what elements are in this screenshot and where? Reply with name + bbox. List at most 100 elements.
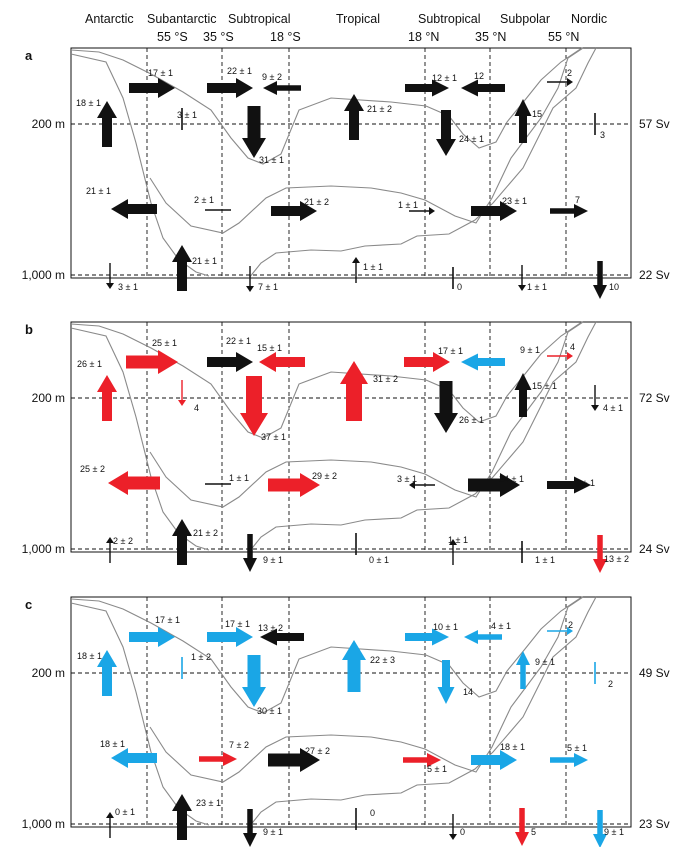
transport-arrow	[547, 627, 573, 635]
transport-arrow	[405, 628, 449, 646]
transport-arrow	[437, 660, 455, 704]
transport-arrow	[199, 752, 237, 766]
transport-value: 18 ± 1	[100, 739, 125, 749]
transport-value: 23 ± 1	[502, 196, 527, 206]
transport-arrow	[126, 350, 178, 374]
transport-value: 22 ± 1	[227, 66, 252, 76]
transport-value: 4	[194, 403, 199, 413]
transport-arrow	[464, 630, 502, 644]
transport-arrow	[129, 627, 175, 647]
transport-value: 37 ± 1	[261, 432, 286, 442]
transport-value: 15	[532, 109, 542, 119]
transport-value: 4 ± 1	[603, 403, 623, 413]
transport-arrow	[461, 353, 505, 371]
transport-value: 2	[567, 68, 572, 78]
transport-value: 3 ± 1	[177, 110, 197, 120]
transport-value: 0	[457, 282, 462, 292]
region-label-subantarctic: Subantarctic	[147, 12, 216, 26]
transport-arrow	[242, 655, 266, 707]
panel-b: b 200 m 1,000 m 72 Sv 24 Sv 26 ± 1 25 ± 1 4 22 ±…	[22, 321, 670, 573]
transport-value: 7 ± 1	[258, 282, 278, 292]
transport-value: 9 ± 1	[520, 345, 540, 355]
transport-value: 3 ± 1	[397, 474, 417, 484]
transport-arrow	[550, 753, 588, 767]
transport-arrow	[242, 106, 266, 158]
total-transport-upper: 49 Sv	[639, 666, 670, 680]
transport-arrow	[178, 380, 186, 406]
region-label-subtropical-north: Subtropical	[418, 12, 481, 26]
transport-value: 31 ± 1	[259, 155, 284, 165]
transport-arrow	[111, 199, 157, 219]
transport-arrow	[593, 810, 607, 847]
transport-arrow	[207, 352, 253, 372]
transport-value: 18 ± 1	[500, 742, 525, 752]
panel-label: a	[25, 48, 33, 63]
transport-value: 23 ± 1	[196, 798, 221, 808]
latitude-label-55n: 55 °N	[548, 30, 579, 44]
transport-value: 0 ± 1	[369, 555, 389, 565]
density-contour	[70, 53, 210, 277]
transport-value: 1 ± 1	[448, 535, 468, 545]
transport-value: 1 ± 1	[229, 473, 249, 483]
transport-value: 17 ± 1	[155, 615, 180, 625]
transport-value: 0	[460, 827, 465, 837]
transport-value: 14	[463, 687, 473, 697]
transport-arrow	[97, 375, 117, 421]
transport-value: 17 ± 1	[148, 68, 173, 78]
density-contour	[70, 596, 583, 714]
transport-value: 1 ± 1	[363, 262, 383, 272]
transport-arrow	[405, 79, 449, 97]
transport-value: 1 ± 1	[527, 282, 547, 292]
transport-value: 30 ± 1	[257, 706, 282, 716]
transport-value: 3	[600, 130, 605, 140]
transport-arrow	[593, 535, 607, 573]
transport-arrow	[260, 628, 304, 646]
header: Antarctic Subantarctic Subtropical Tropi…	[85, 12, 607, 44]
density-contour	[70, 321, 583, 439]
transport-arrow	[409, 481, 435, 489]
transport-value: 5 ± 1	[427, 764, 447, 774]
transport-arrow	[547, 352, 573, 360]
panels: a 200 m 1,000 m 57 Sv 22 Sv 18 ± 1 17 ± 1 3 ± 1…	[22, 47, 670, 847]
latitude-label-55s: 55 °S	[157, 30, 188, 44]
transport-value: 31 ± 2	[373, 374, 398, 384]
transport-value: 22 ± 1	[226, 336, 251, 346]
transport-value: 3 ± 1	[118, 282, 138, 292]
transport-arrow	[344, 94, 364, 140]
transport-value: 21 ± 2	[367, 104, 392, 114]
transport-value: 17 ± 1	[225, 619, 250, 629]
transport-arrow	[409, 207, 435, 215]
transport-arrow	[259, 352, 305, 372]
depth-label-200m: 200 m	[32, 117, 65, 131]
transport-value: 27 ± 2	[305, 746, 330, 756]
transport-arrow	[97, 650, 117, 696]
transport-value: 9 ± 1	[575, 478, 595, 488]
density-contour	[248, 596, 597, 828]
depth-label-1000m: 1,000 m	[22, 268, 65, 282]
transport-value: 7	[575, 195, 580, 205]
transport-value: 7 ± 2	[229, 740, 249, 750]
transport-arrow	[268, 473, 320, 497]
transport-arrow	[268, 748, 320, 772]
transport-value: 9 ± 2	[262, 72, 282, 82]
density-contour	[248, 47, 597, 279]
transport-arrow	[591, 385, 599, 411]
density-contour	[70, 602, 210, 826]
total-transport-lower: 22 Sv	[639, 268, 670, 282]
region-label-antarctic: Antarctic	[85, 12, 134, 26]
transport-arrow	[342, 640, 366, 692]
depth-label-200m: 200 m	[32, 666, 65, 680]
region-label-subpolar: Subpolar	[500, 12, 550, 26]
transport-value: 1 ± 1	[398, 200, 418, 210]
transport-arrow	[550, 204, 588, 218]
transport-arrow	[547, 78, 573, 86]
transport-value: 2 ± 1	[194, 195, 214, 205]
transport-value: 25 ± 2	[80, 464, 105, 474]
transport-arrow	[207, 78, 253, 98]
panel-label: b	[25, 322, 33, 337]
transport-value: 5 ± 1	[567, 743, 587, 753]
transport-arrow	[172, 245, 192, 291]
transport-value: 1 ± 1	[535, 555, 555, 565]
transport-arrow	[352, 257, 360, 283]
transport-value: 24 ± 1	[459, 134, 484, 144]
